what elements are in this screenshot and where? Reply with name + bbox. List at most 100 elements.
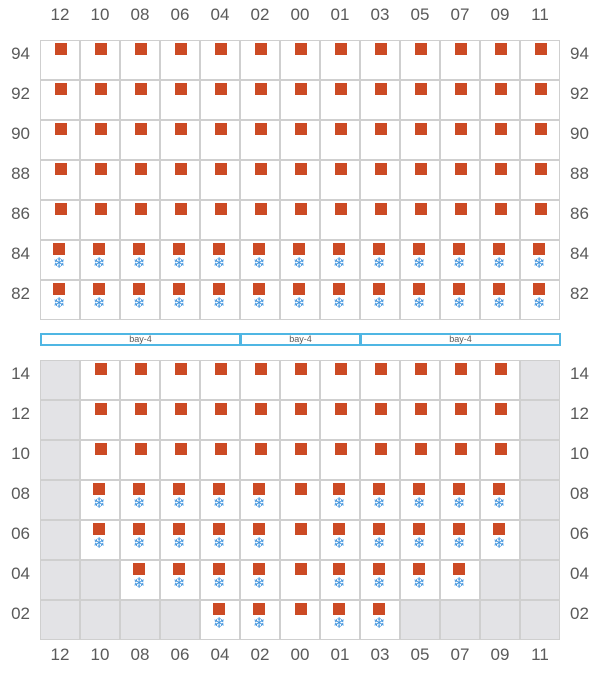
container-square-icon [535, 123, 547, 135]
container-square-icon [175, 43, 187, 55]
snowflake-icon: ❄ [453, 574, 466, 592]
slot-unavailable[interactable] [520, 600, 560, 640]
column-label: 11 [531, 5, 549, 24]
bay-band-left: bay-4 [40, 333, 241, 346]
slot-unavailable[interactable] [480, 600, 520, 640]
container-square-icon [453, 563, 465, 575]
column-label: 06 [170, 645, 190, 664]
tier-label-left: 06 [11, 524, 30, 543]
container-square-icon [215, 43, 227, 55]
slot-unavailable[interactable] [40, 360, 80, 400]
snowflake-icon: ❄ [253, 254, 266, 272]
container-square-icon [95, 83, 107, 95]
column-label: 01 [330, 5, 350, 24]
slot[interactable] [120, 400, 160, 440]
slot[interactable] [80, 40, 120, 80]
slot[interactable] [200, 240, 240, 280]
slot-unavailable[interactable] [520, 480, 560, 520]
container-square-icon [453, 283, 465, 295]
slot-unavailable[interactable] [80, 560, 120, 600]
slot[interactable] [480, 40, 520, 80]
slot-unavailable[interactable] [440, 600, 480, 640]
slot-unavailable[interactable] [400, 600, 440, 640]
snowflake-icon: ❄ [333, 254, 346, 272]
column-label: 12 [50, 645, 70, 664]
container-square-icon [293, 243, 305, 255]
container-square-icon [495, 43, 507, 55]
column-label: 08 [130, 5, 150, 24]
container-square-icon [213, 523, 225, 535]
container-square-icon [335, 123, 347, 135]
container-square-icon [253, 523, 265, 535]
slot-unavailable[interactable] [40, 440, 80, 480]
slot[interactable] [320, 200, 360, 240]
slot[interactable] [40, 160, 80, 200]
slot-unavailable[interactable] [520, 560, 560, 600]
tier-label-right: 04 [570, 564, 589, 583]
container-square-icon [373, 283, 385, 295]
container-square-icon [255, 203, 267, 215]
container-square-icon [135, 203, 147, 215]
snowflake-icon: ❄ [133, 494, 146, 512]
tier-label-left: 94 [11, 44, 30, 63]
slot[interactable] [280, 240, 320, 280]
slot[interactable] [320, 160, 360, 200]
slot[interactable] [240, 480, 280, 520]
container-square-icon [533, 283, 545, 295]
container-square-icon [335, 203, 347, 215]
snowflake-icon: ❄ [533, 294, 546, 312]
column-label: 01 [330, 645, 350, 664]
slot-unavailable[interactable] [40, 480, 80, 520]
slot-unavailable[interactable] [40, 520, 80, 560]
container-square-icon [55, 83, 67, 95]
slot[interactable] [160, 80, 200, 120]
slot[interactable] [200, 80, 240, 120]
slot-unavailable[interactable] [160, 600, 200, 640]
slot-unavailable[interactable] [80, 600, 120, 640]
column-label: 10 [90, 645, 110, 664]
tier-label-left: 04 [11, 564, 30, 583]
slot-unavailable[interactable] [520, 440, 560, 480]
container-square-icon [93, 483, 105, 495]
container-square-icon [335, 403, 347, 415]
container-square-icon [53, 243, 65, 255]
slot[interactable] [160, 280, 200, 320]
container-square-icon [415, 403, 427, 415]
slot-unavailable[interactable] [480, 560, 520, 600]
snowflake-icon: ❄ [493, 534, 506, 552]
snowflake-icon: ❄ [373, 574, 386, 592]
slot[interactable] [280, 40, 320, 80]
snowflake-icon: ❄ [373, 254, 386, 272]
slot[interactable] [120, 80, 160, 120]
slot-unavailable[interactable] [520, 520, 560, 560]
container-square-icon [333, 563, 345, 575]
container-square-icon [135, 83, 147, 95]
container-square-icon [255, 43, 267, 55]
container-square-icon [133, 563, 145, 575]
slot-unavailable[interactable] [40, 560, 80, 600]
slot-unavailable[interactable] [40, 600, 80, 640]
slot[interactable] [440, 560, 480, 600]
snowflake-icon: ❄ [213, 294, 226, 312]
tier-label-left: 12 [11, 404, 30, 423]
bay-band-right: bay-4 [360, 333, 561, 346]
slot[interactable] [400, 560, 440, 600]
snowflake-icon: ❄ [413, 494, 426, 512]
slot[interactable] [360, 120, 400, 160]
snowflake-icon: ❄ [493, 494, 506, 512]
container-square-icon [495, 163, 507, 175]
container-square-icon [415, 363, 427, 375]
slot[interactable] [320, 120, 360, 160]
slot-unavailable[interactable] [520, 360, 560, 400]
container-square-icon [133, 243, 145, 255]
slot-unavailable[interactable] [40, 400, 80, 440]
snowflake-icon: ❄ [173, 294, 186, 312]
slot-unavailable[interactable] [520, 400, 560, 440]
slot[interactable] [520, 160, 560, 200]
snowflake-icon: ❄ [253, 574, 266, 592]
slot-unavailable[interactable] [120, 600, 160, 640]
snowflake-icon: ❄ [213, 614, 226, 632]
snowflake-icon: ❄ [333, 614, 346, 632]
container-square-icon [333, 243, 345, 255]
container-square-icon [215, 443, 227, 455]
